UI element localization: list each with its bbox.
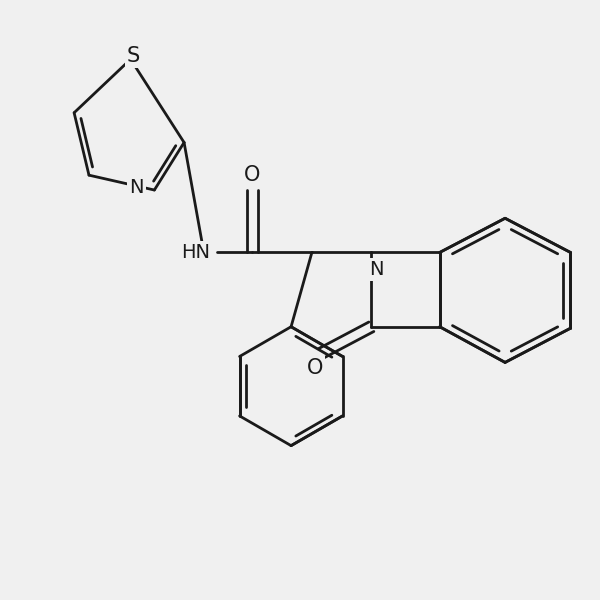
Text: HN: HN bbox=[181, 243, 211, 262]
Text: O: O bbox=[244, 165, 260, 185]
Text: N: N bbox=[129, 178, 144, 197]
Text: O: O bbox=[307, 358, 323, 379]
Text: S: S bbox=[127, 46, 140, 66]
Text: N: N bbox=[369, 260, 383, 278]
